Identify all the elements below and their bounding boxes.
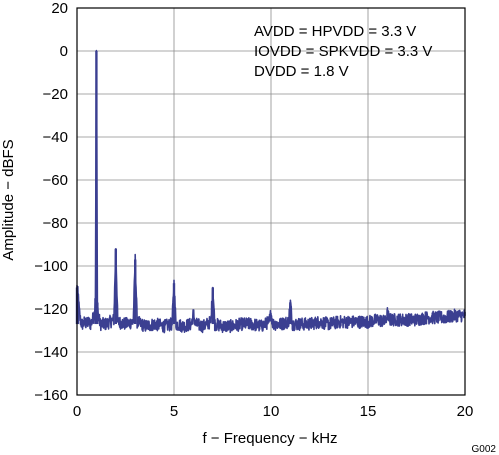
x-tick-labels: 0 5 10 15 20 [73, 403, 474, 420]
y-tick-label: −40 [43, 129, 68, 146]
series-line [76, 49, 466, 334]
x-tick-label: 20 [457, 403, 474, 420]
y-tick-label: 20 [51, 0, 68, 17]
y-tick-label: −160 [34, 387, 68, 404]
annotation-line-2: IOVDD = SPKVDD = 3.3 V [254, 43, 432, 60]
x-tick-label: 15 [360, 403, 377, 420]
x-tick-label: 10 [263, 403, 280, 420]
figure-id: G002 [472, 444, 497, 455]
x-tick-label: 0 [73, 403, 81, 420]
y-tick-label: −140 [34, 344, 68, 361]
y-tick-label: −100 [34, 258, 68, 275]
x-tick-label: 5 [170, 403, 178, 420]
annotation-line-1: AVDD = HPVDD = 3.3 V [254, 23, 416, 40]
y-tick-label: −20 [43, 86, 68, 103]
y-axis-label: Amplitude − dBFS [0, 139, 17, 260]
y-tick-label: −80 [43, 215, 68, 232]
annotation-line-3: DVDD = 1.8 V [254, 63, 349, 80]
y-tick-labels: 20 0 −20 −40 −60 −80 −100 −120 −140 −160 [34, 0, 68, 404]
y-tick-label: 0 [60, 43, 68, 60]
x-axis-label: f − Frequency − kHz [202, 430, 337, 447]
y-tick-label: −60 [43, 172, 68, 189]
y-tick-label: −120 [34, 301, 68, 318]
plot-frame [76, 7, 466, 396]
